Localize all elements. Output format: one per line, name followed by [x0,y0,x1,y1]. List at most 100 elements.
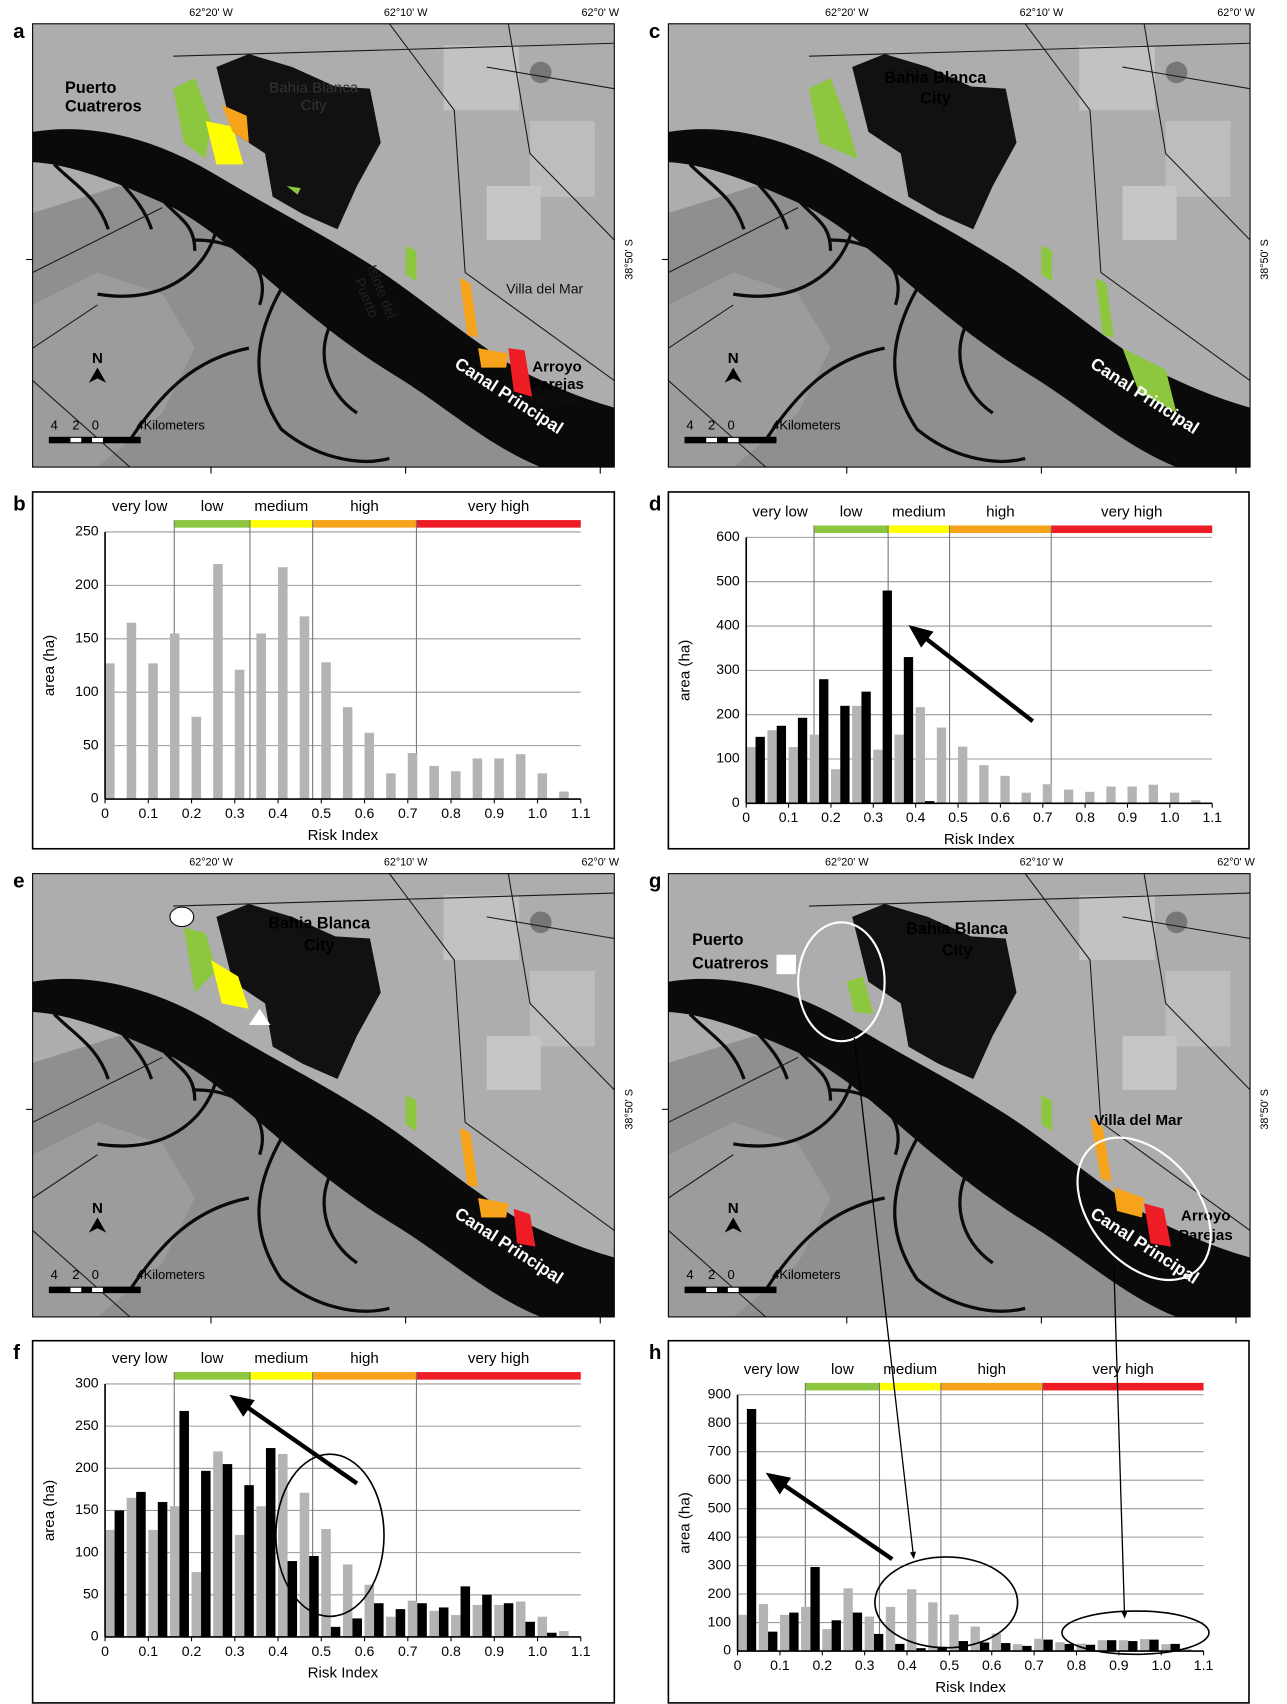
longitude-label: 62°10' W [1020,857,1064,869]
x-tick-label: 0.8 [441,1643,461,1659]
bar [127,623,137,799]
x-tick-label: 1.1 [571,1643,591,1659]
longitude-label: 62°0' W [581,857,619,869]
risk-class-band [888,525,949,533]
scale-label: 4 [51,1267,58,1282]
bar [928,1602,937,1651]
bar [980,1642,989,1651]
bar [170,1506,180,1637]
bar [937,728,946,804]
longitude-label: 62°10' W [384,857,428,869]
y-tick-label: 150 [75,630,99,646]
x-tick-label: 0 [101,1643,109,1659]
bar [1098,1640,1107,1651]
bar [494,1605,504,1637]
bar [158,1502,168,1637]
bar [1127,786,1136,803]
scale-label: 2 [72,1267,79,1282]
bar [408,1601,418,1637]
map-panel: 62°20' W62°10' W62°0' W38°50' SN4204Kilo… [26,857,635,1324]
place-label: Parejas [1179,1227,1233,1244]
x-tick-label: 0.2 [821,809,841,825]
x-tick-label: 1.0 [528,1643,548,1659]
risk-class-band [174,520,250,528]
bar [1161,1644,1170,1651]
risk-class-label: very low [112,1350,168,1367]
bar [822,1629,831,1651]
x-tick-label: 0.1 [139,805,159,821]
x-axis-label: Risk Index [308,1665,379,1682]
scale-label: 2 [708,417,715,432]
y-tick-label: 900 [708,1385,732,1401]
y-tick-label: 50 [83,1586,99,1602]
bar [861,692,870,804]
y-tick-label: 300 [708,1556,732,1572]
bar [278,1454,288,1637]
x-axis-label: Risk Index [944,831,1015,848]
bar [1107,1640,1116,1651]
y-tick-label: 200 [708,1585,732,1601]
panel-letter: g [649,870,662,893]
y-tick-label: 600 [716,528,740,544]
bar [777,726,786,804]
risk-class-label: very low [744,1361,800,1378]
bar [780,1615,789,1651]
bar [1170,793,1179,804]
scale-label: 0 [727,1267,734,1282]
figure: 62°20' W62°10' W62°0' W38°50' SN4204Kilo… [0,0,1287,1704]
y-tick-label: 100 [75,683,99,699]
risk-class-label: very low [112,498,168,515]
bar [798,718,807,804]
x-tick-label: 0.7 [1033,809,1053,825]
risk-class-label: high [350,498,379,515]
y-tick-label: 600 [708,1471,732,1487]
y-tick-label: 150 [75,1501,99,1517]
bar [300,616,310,799]
marker-circle [170,907,194,926]
risk-class-label: very low [752,503,808,520]
risk-class-band [313,520,417,528]
bar [105,663,115,799]
x-tick-label: 0.5 [312,805,332,821]
scale-label: 4Kilometers [136,417,205,432]
x-axis-label: Risk Index [308,827,379,844]
longitude-label: 62°20' W [825,857,869,869]
y-tick-label: 700 [708,1442,732,1458]
bar [386,1617,396,1637]
bar [1064,790,1073,804]
bar [244,1485,254,1637]
risk-class-band [1043,1383,1204,1391]
bar [853,1613,862,1651]
risk-class-band [313,1372,417,1380]
x-tick-label: 0.3 [864,809,884,825]
bar [429,766,439,799]
bar [831,769,840,803]
bar [768,1632,777,1651]
y-tick-label: 200 [716,705,740,721]
bar [148,663,158,799]
bar [321,1529,331,1637]
longitude-label: 62°20' W [825,7,869,19]
risk-class-label: high [986,503,1015,520]
place-label: Bahia Blanca [268,915,371,933]
scale-label: 4Kilometers [136,1267,205,1282]
bar [1128,1641,1137,1651]
bar [331,1627,341,1637]
bar [810,1567,819,1651]
bar [223,1464,233,1637]
scale-label: 4Kilometers [772,417,841,432]
bar [801,1607,810,1651]
place-label: City [942,942,973,960]
bar [843,1588,852,1651]
bar [192,717,202,799]
x-tick-label: 0.1 [139,1643,159,1659]
bar [1065,1644,1074,1651]
bar [278,567,288,799]
panel-letter: f [13,1341,20,1364]
y-tick-label: 0 [723,1642,731,1658]
bar [949,1615,958,1651]
risk-class-band [950,525,1052,533]
place-label: Cuatreros [692,955,769,973]
bar [1106,786,1115,803]
